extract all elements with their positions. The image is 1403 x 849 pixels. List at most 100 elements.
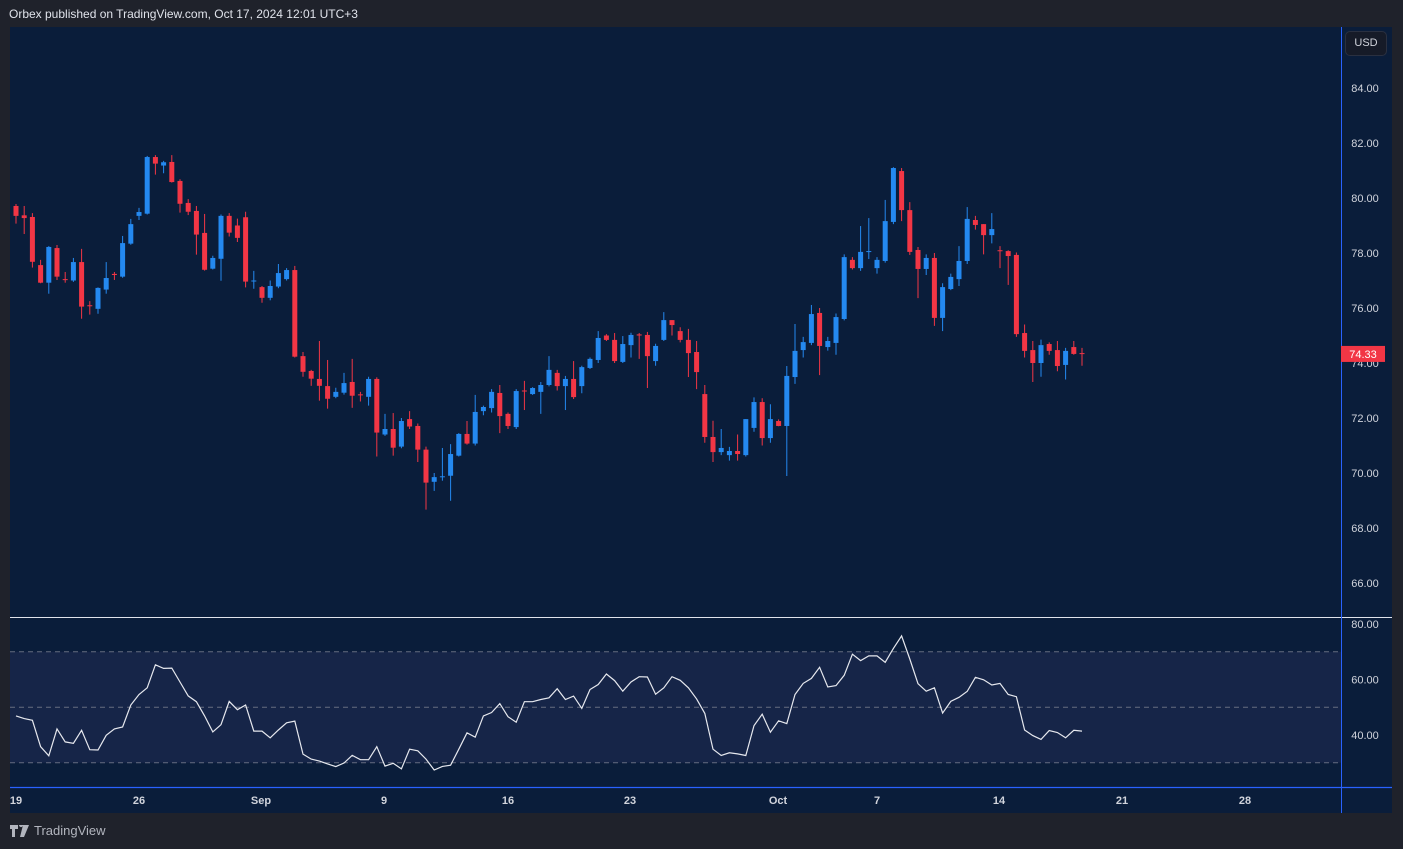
candle-body-up bbox=[210, 257, 216, 269]
candle bbox=[243, 211, 249, 288]
candle-body-up bbox=[858, 251, 864, 269]
rsi-tick-label: 60.00 bbox=[1351, 675, 1379, 687]
candle-body-down bbox=[1079, 353, 1085, 355]
candle-body-up bbox=[718, 447, 724, 453]
candle-body-down bbox=[497, 392, 503, 417]
candle bbox=[792, 323, 798, 384]
candle-body-up bbox=[218, 215, 224, 259]
candle-body-down bbox=[308, 370, 314, 379]
candle bbox=[177, 179, 183, 213]
candle bbox=[1030, 341, 1036, 382]
rsi-tick-label: 40.00 bbox=[1351, 730, 1379, 742]
candle-body-up bbox=[480, 407, 486, 412]
candle-body-down bbox=[505, 413, 511, 426]
candle-body-up bbox=[964, 218, 970, 261]
time-tick-label: 23 bbox=[624, 795, 636, 807]
candle bbox=[95, 287, 101, 314]
price-tick-label: 66.00 bbox=[1351, 578, 1379, 590]
candle bbox=[981, 224, 987, 255]
candle bbox=[382, 413, 388, 436]
candle bbox=[70, 257, 76, 282]
tradingview-brand: TradingView bbox=[34, 823, 106, 838]
candle bbox=[1005, 250, 1011, 285]
candle bbox=[833, 313, 839, 355]
candle-body-down bbox=[521, 390, 527, 392]
candle-body-down bbox=[259, 287, 265, 298]
time-tick-label: 7 bbox=[874, 795, 880, 807]
candle bbox=[989, 213, 995, 244]
candle bbox=[849, 257, 855, 270]
candle bbox=[292, 265, 298, 358]
candle bbox=[505, 412, 511, 429]
candle-body-up bbox=[341, 383, 347, 393]
candle-body-down bbox=[38, 265, 44, 283]
candle bbox=[874, 257, 880, 274]
candle-body-down bbox=[316, 378, 322, 386]
candle bbox=[817, 308, 823, 376]
time-tick-label: 14 bbox=[993, 795, 1006, 807]
currency-button[interactable]: USD bbox=[1345, 31, 1387, 56]
candle bbox=[456, 433, 462, 457]
candle-body-down bbox=[300, 356, 306, 372]
candle-body-up bbox=[513, 391, 519, 428]
candle bbox=[62, 271, 68, 283]
candle bbox=[931, 253, 937, 326]
candle bbox=[374, 377, 380, 457]
candle-body-down bbox=[54, 248, 60, 277]
candle bbox=[120, 235, 126, 278]
candle bbox=[1038, 339, 1044, 377]
candle bbox=[702, 385, 708, 443]
candle-body-down bbox=[292, 270, 298, 357]
candle bbox=[431, 473, 437, 491]
candle bbox=[497, 385, 503, 434]
candle-body-down bbox=[79, 262, 85, 307]
candle bbox=[46, 246, 52, 294]
candle-body-up bbox=[472, 411, 478, 444]
candle-body-down bbox=[234, 225, 240, 238]
candle-body-up bbox=[128, 224, 134, 244]
candle-body-up bbox=[398, 421, 404, 447]
candle bbox=[923, 254, 929, 275]
candle bbox=[997, 246, 1003, 269]
candle-body-down bbox=[735, 451, 741, 455]
candle bbox=[1013, 252, 1019, 337]
candle bbox=[841, 254, 847, 321]
candle bbox=[1054, 341, 1060, 372]
candle bbox=[587, 357, 593, 370]
candle bbox=[661, 312, 667, 341]
candle bbox=[825, 336, 831, 351]
candle bbox=[784, 366, 790, 477]
candle-body-up bbox=[882, 221, 888, 261]
candle-body-up bbox=[70, 262, 76, 281]
time-tick-label: 9 bbox=[381, 795, 387, 807]
last-price-label: 74.33 bbox=[1349, 349, 1377, 361]
candle bbox=[866, 218, 872, 260]
candle-body-down bbox=[87, 305, 93, 307]
tradingview-logo[interactable]: TradingView bbox=[10, 823, 106, 838]
candle bbox=[103, 262, 109, 294]
candle-body-up bbox=[751, 402, 757, 428]
candle bbox=[776, 419, 782, 427]
candle bbox=[579, 365, 585, 394]
candle bbox=[357, 391, 363, 402]
candle-body-down bbox=[1030, 350, 1036, 363]
candle bbox=[38, 259, 44, 284]
candle bbox=[685, 328, 691, 378]
candle bbox=[341, 372, 347, 395]
time-tick-label: 19 bbox=[10, 795, 22, 807]
candle bbox=[899, 168, 905, 222]
candle bbox=[612, 333, 618, 363]
candle bbox=[316, 341, 322, 401]
candle-body-up bbox=[284, 270, 290, 280]
candle-body-down bbox=[1005, 251, 1011, 257]
candle bbox=[218, 214, 224, 281]
candle bbox=[267, 280, 273, 301]
candle-body-down bbox=[710, 436, 716, 453]
candle-body-down bbox=[169, 161, 175, 183]
candle bbox=[390, 413, 396, 456]
candle bbox=[111, 271, 117, 280]
candle-body-up bbox=[456, 433, 462, 456]
candle-body-up bbox=[103, 278, 109, 290]
candle-body-down bbox=[644, 334, 650, 357]
